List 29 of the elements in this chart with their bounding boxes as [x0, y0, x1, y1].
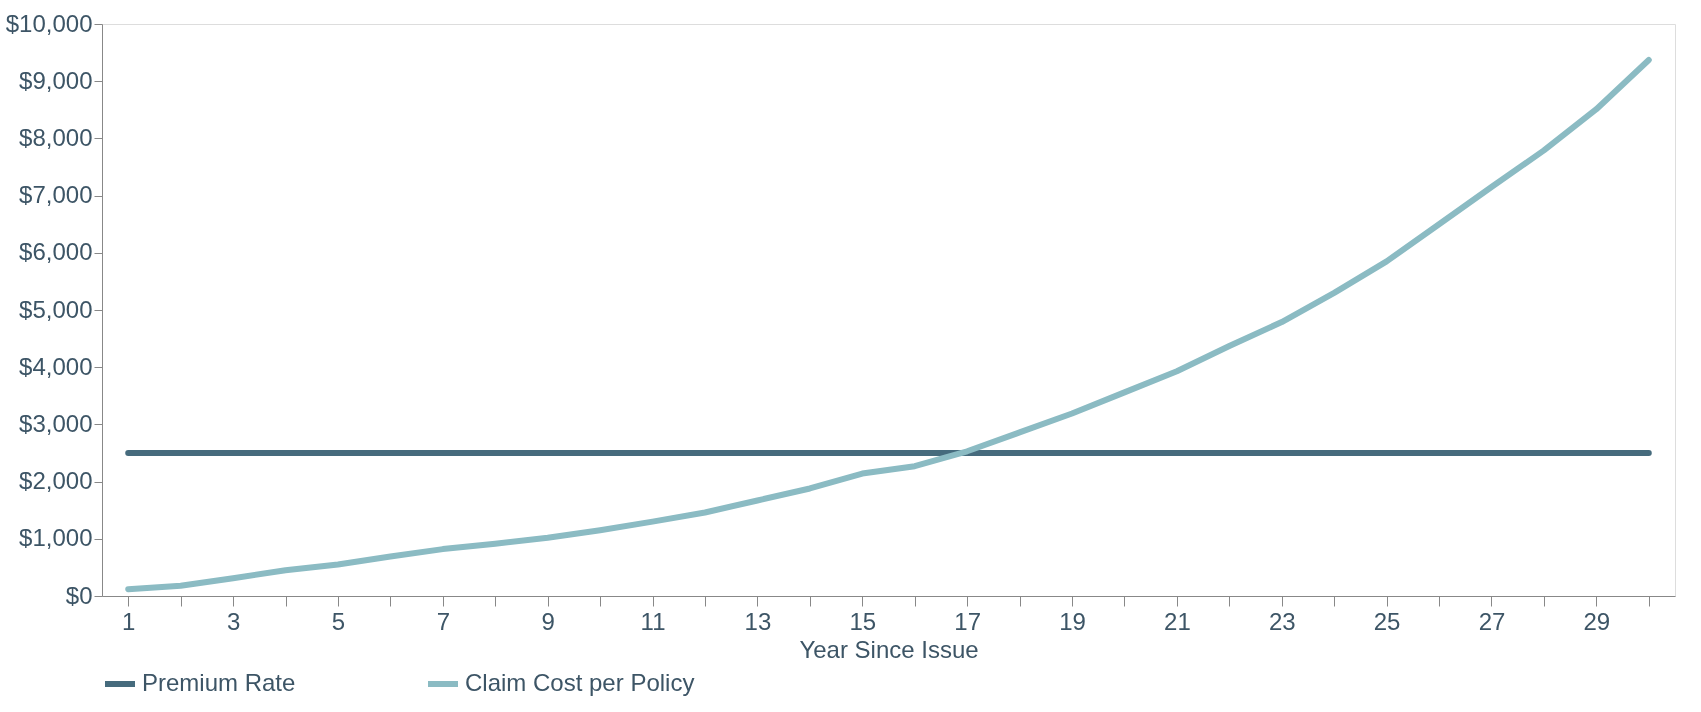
y-tick-label: $3,000	[19, 409, 93, 437]
x-tick-label: 5	[331, 607, 346, 635]
x-tick-label: 15	[849, 607, 877, 635]
x-axis-title: Year Since Issue	[799, 635, 979, 663]
x-tick-label: 11	[640, 607, 666, 635]
legend-label: Claim Cost per Policy	[465, 669, 695, 696]
y-tick-label: $4,000	[19, 352, 93, 380]
legend-label: Premium Rate	[142, 669, 296, 696]
y-tick-label: $1,000	[19, 524, 93, 552]
x-tick-label: 7	[436, 607, 450, 635]
y-tick-label: $0	[65, 581, 93, 609]
x-tick-label: 19	[1059, 607, 1086, 635]
x-tick-label: 27	[1478, 607, 1506, 635]
y-tick-label: $7,000	[19, 181, 93, 209]
x-tick-label: 3	[226, 607, 241, 635]
x-tick-label: 21	[1164, 607, 1191, 635]
y-tick-label: $5,000	[19, 295, 93, 323]
x-tick-label: 1	[122, 607, 136, 635]
x-tick-label: 29	[1583, 607, 1611, 635]
x-tick-label: 9	[541, 607, 555, 635]
y-tick-label: $10,000	[5, 9, 93, 37]
x-tick-label: 25	[1373, 607, 1401, 635]
x-tick-label: 13	[744, 607, 772, 635]
y-tick-label: $2,000	[19, 467, 93, 495]
y-tick-label: $9,000	[19, 66, 93, 94]
y-tick-label: $6,000	[19, 238, 93, 266]
x-tick-label: 23	[1268, 607, 1296, 635]
x-tick-label: 17	[954, 607, 981, 635]
y-tick-label: $8,000	[19, 123, 93, 151]
